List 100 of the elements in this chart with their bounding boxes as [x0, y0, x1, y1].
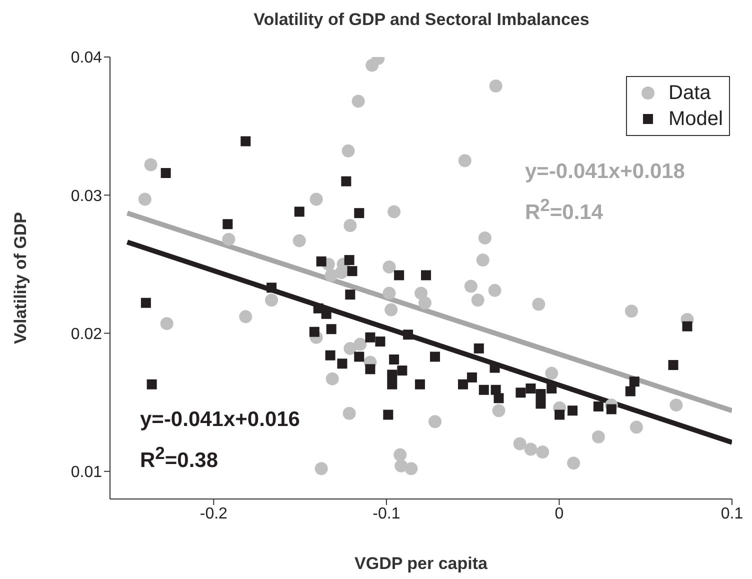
chart-title: Volatility of GDP and Sectoral Imbalances: [252, 10, 590, 30]
point: [545, 366, 558, 380]
point: [140, 298, 151, 308]
point: [342, 144, 355, 158]
point: [383, 410, 394, 420]
point: [536, 446, 550, 459]
point: [476, 254, 490, 267]
x-tick-label: 0.1: [720, 505, 744, 522]
point: [365, 364, 376, 374]
point: [404, 462, 418, 476]
point: [389, 354, 400, 364]
annotation: y=-0.041x+0.018: [525, 160, 685, 184]
point: [326, 324, 336, 334]
y-axis-title: Volatility of GDP: [11, 212, 30, 344]
point: [458, 379, 468, 390]
point: [375, 336, 386, 347]
point: [342, 406, 356, 420]
x-tick-label: 0: [554, 505, 564, 522]
annotation: R$^{2}$=0.38: [140, 443, 218, 473]
point: [494, 393, 504, 404]
point: [606, 404, 616, 414]
point: [682, 321, 692, 332]
point: [428, 415, 442, 428]
point: [670, 398, 683, 412]
point: [321, 308, 332, 319]
x-tick-label: -0.1: [372, 505, 400, 522]
point: [513, 437, 526, 450]
point: [325, 350, 336, 360]
point: [324, 268, 338, 282]
annotation: R$^{2}$=0.14: [525, 195, 604, 225]
point: [546, 384, 557, 394]
point: [341, 176, 352, 186]
point: [464, 280, 478, 293]
point: [630, 420, 643, 434]
point: [365, 332, 376, 342]
point: [567, 456, 580, 470]
point: [554, 410, 565, 420]
annotation: y=-0.041x+0.016: [140, 408, 300, 432]
point: [345, 290, 356, 300]
point: [266, 282, 277, 293]
point: [532, 298, 546, 311]
point: [240, 136, 251, 146]
point: [310, 192, 323, 206]
point: [592, 430, 605, 444]
x-axis-title: VGDP per capita: [354, 554, 488, 574]
point: [316, 256, 326, 266]
point: [354, 338, 367, 351]
point: [344, 255, 354, 266]
point: [313, 303, 324, 314]
point: [382, 286, 396, 300]
point: [347, 266, 358, 276]
point: [352, 94, 365, 108]
point: [344, 219, 357, 232]
point: [488, 284, 502, 297]
point: [326, 372, 339, 386]
y-tick-label: 0.04: [70, 50, 102, 67]
point: [471, 294, 484, 307]
point: [292, 234, 306, 248]
point: [394, 270, 404, 280]
legend-label: Model: [668, 107, 723, 132]
point: [309, 326, 320, 337]
point: [490, 362, 500, 373]
point: [466, 372, 477, 382]
point: [668, 360, 678, 370]
point: [568, 406, 578, 416]
point: [222, 232, 236, 246]
point: [536, 398, 546, 409]
point: [384, 303, 398, 316]
point: [516, 388, 526, 398]
point: [397, 366, 408, 376]
point: [625, 386, 636, 396]
point: [624, 304, 638, 318]
point: [526, 384, 536, 394]
point: [382, 260, 396, 274]
point: [222, 219, 233, 230]
point: [314, 462, 328, 476]
point: [388, 205, 401, 218]
point: [337, 358, 348, 369]
point: [593, 401, 604, 412]
point: [387, 370, 398, 380]
y-tick-label: 0.03: [70, 188, 102, 205]
point: [160, 317, 174, 330]
point: [536, 389, 546, 400]
point: [146, 379, 157, 390]
legend-label: Data: [668, 81, 711, 106]
point: [354, 208, 364, 218]
point: [160, 168, 171, 178]
point: [478, 231, 492, 244]
point: [414, 379, 425, 390]
point: [430, 352, 440, 362]
point: [489, 80, 502, 93]
point: [144, 158, 158, 172]
point: [458, 154, 472, 168]
point: [403, 330, 414, 340]
point: [478, 384, 489, 395]
x-tick-label: -0.2: [200, 505, 228, 522]
point: [492, 404, 506, 418]
point: [239, 310, 252, 324]
point: [629, 376, 640, 387]
y-tick-label: 0.01: [70, 464, 102, 482]
